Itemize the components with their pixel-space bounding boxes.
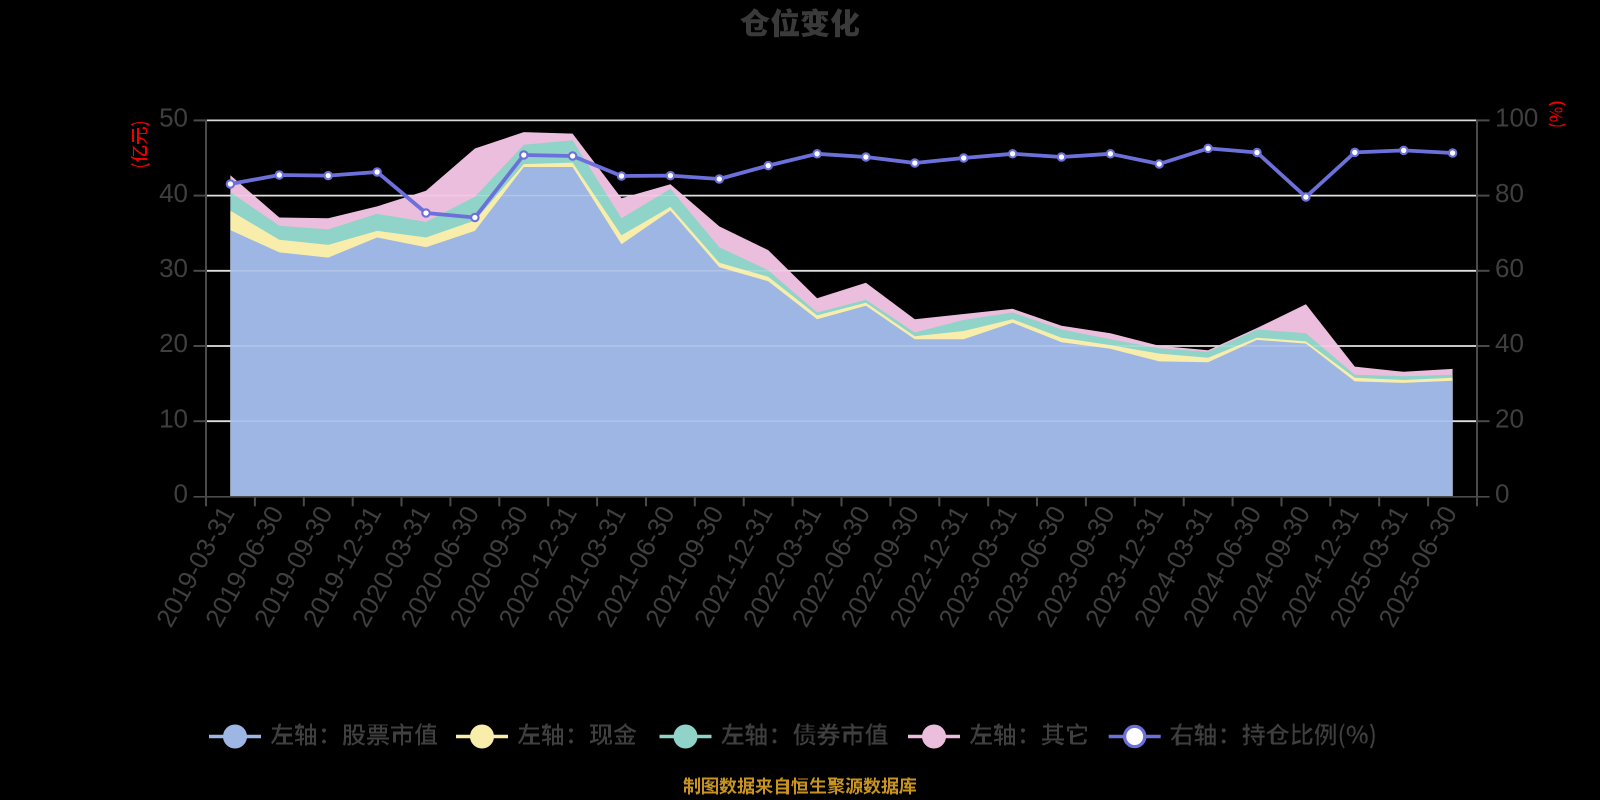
svg-text:50: 50 bbox=[159, 103, 188, 133]
svg-text:40: 40 bbox=[1495, 328, 1524, 358]
svg-text:40: 40 bbox=[159, 178, 188, 208]
svg-text:80: 80 bbox=[1495, 178, 1524, 208]
svg-text:10: 10 bbox=[159, 403, 188, 433]
svg-text:60: 60 bbox=[1495, 253, 1524, 283]
svg-text:20: 20 bbox=[1495, 403, 1524, 433]
svg-text:0: 0 bbox=[174, 479, 188, 509]
svg-text:100: 100 bbox=[1495, 103, 1538, 133]
svg-text:0: 0 bbox=[1495, 479, 1509, 509]
svg-text:20: 20 bbox=[159, 328, 188, 358]
svg-text:30: 30 bbox=[159, 253, 188, 283]
